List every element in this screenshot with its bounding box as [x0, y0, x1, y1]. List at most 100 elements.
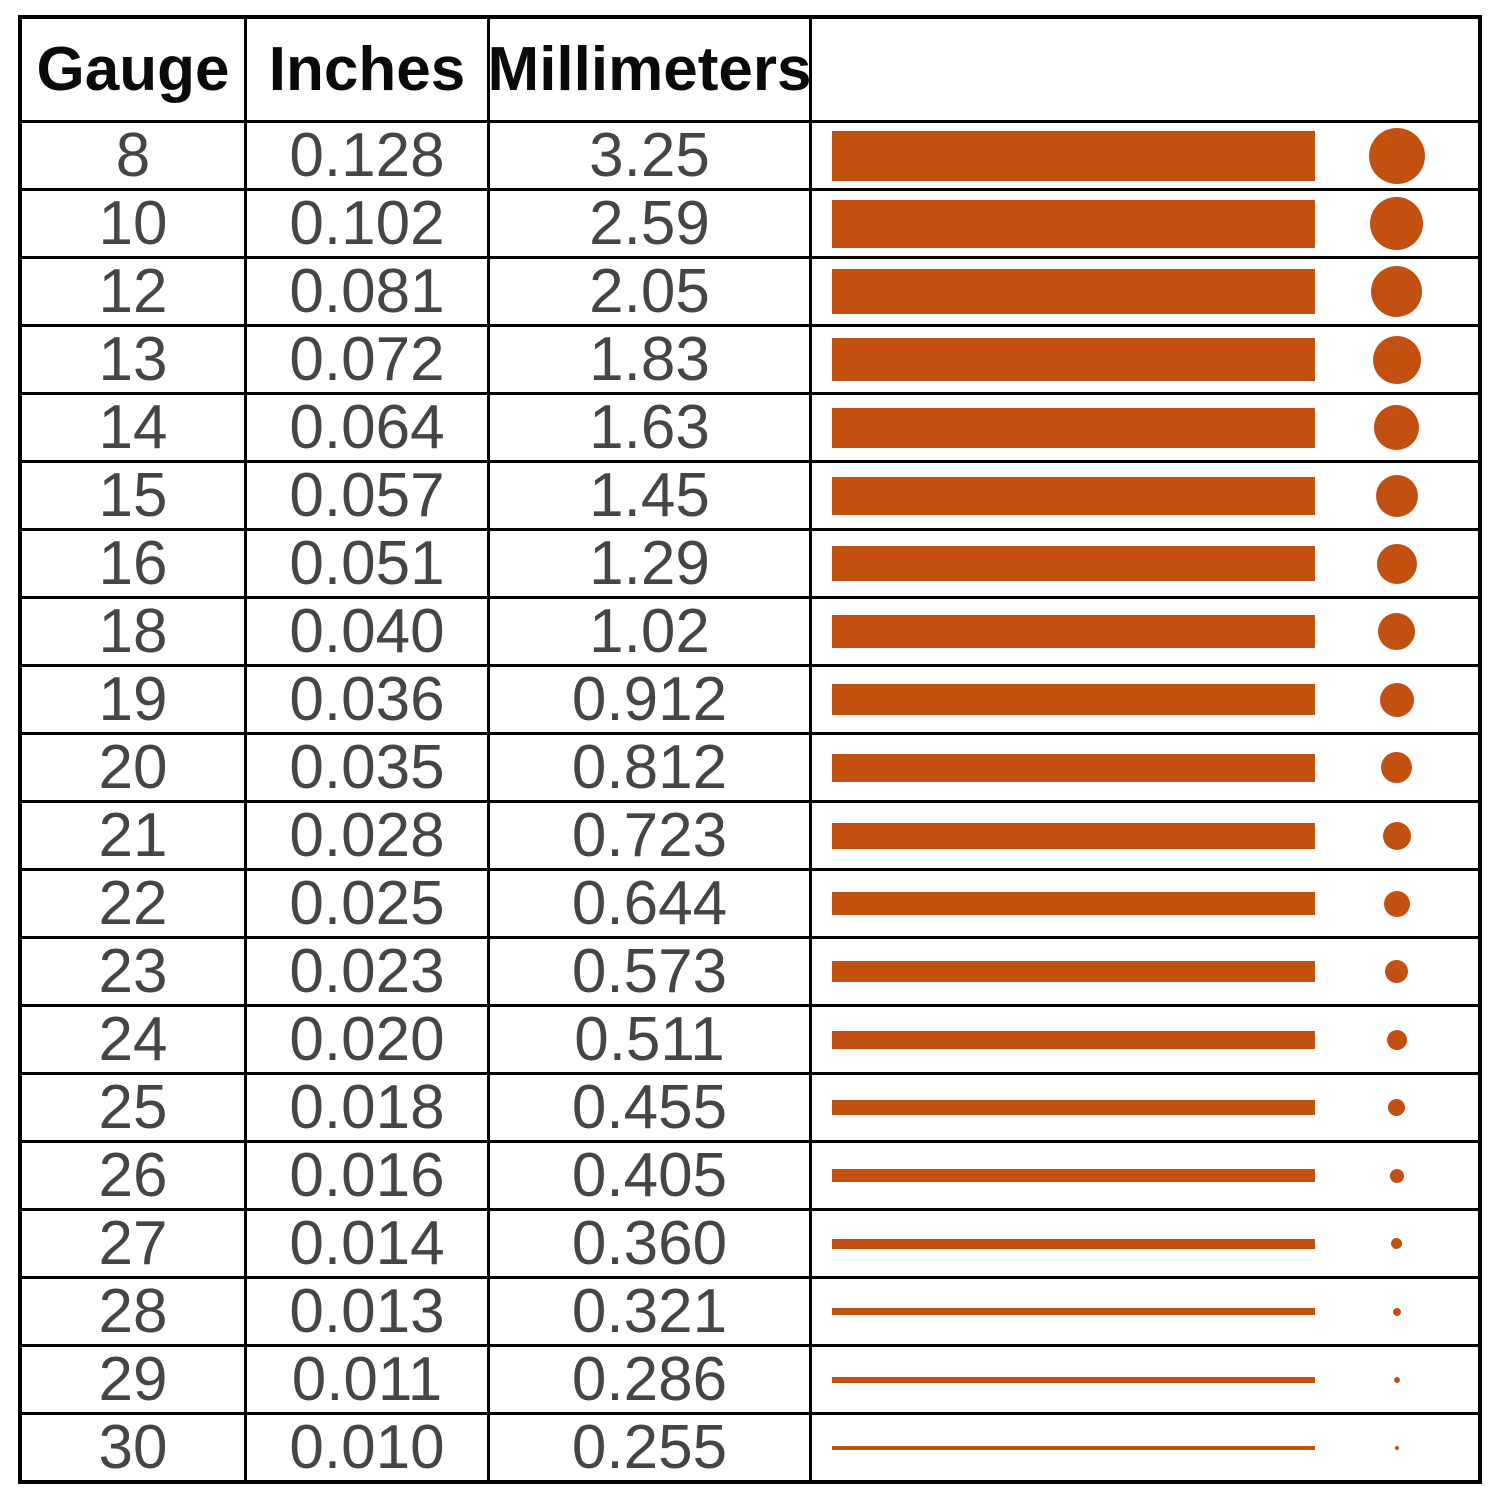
gauge-value: 27: [98, 1211, 168, 1276]
table-row: 23 0.023 0.573: [22, 936, 1478, 1004]
wire-dot-wrap: [1315, 735, 1478, 800]
table-row: 29 0.011 0.286: [22, 1344, 1478, 1412]
wire-diameter-dot: [1376, 543, 1417, 584]
table-row: 27 0.014 0.360: [22, 1208, 1478, 1276]
wire-visual-cell: [809, 939, 1478, 1004]
wire-visual-cell: [809, 599, 1478, 664]
wire-visual-cell: [809, 123, 1478, 188]
wire-diameter-dot: [1381, 752, 1412, 783]
gauge-value: 8: [115, 123, 151, 188]
wire-diameter-dot: [1379, 682, 1414, 717]
gauge-value: 24: [98, 1007, 168, 1072]
wire-diameter-dot: [1372, 335, 1421, 384]
table-row: 30 0.010 0.255: [22, 1412, 1478, 1480]
wire-dot-wrap: [1315, 871, 1478, 936]
wire-visual-cell: [809, 1075, 1478, 1140]
millimeters-value: 2.59: [487, 191, 809, 256]
wire-thickness-bar: [832, 546, 1315, 581]
table-row: 10 0.102 2.59: [22, 188, 1478, 256]
wire-thickness-bar: [832, 1376, 1315, 1383]
wire-diameter-dot: [1386, 1029, 1407, 1050]
wire-visual-cell: [809, 191, 1478, 256]
table-body: 8 0.128 3.25 10 0.102 2.59 12 0.081 2.05: [22, 120, 1478, 1480]
wire-visual-cell: [809, 1279, 1478, 1344]
wire-visual-cell: [809, 1415, 1478, 1480]
wire-thickness-bar: [832, 476, 1315, 515]
wire-dot-wrap: [1315, 1347, 1478, 1412]
gauge-value: 18: [98, 599, 168, 664]
gauge-value: 21: [98, 803, 168, 868]
gauge-value: 19: [98, 667, 168, 732]
table-row: 12 0.081 2.05: [22, 256, 1478, 324]
wire-diameter-dot: [1394, 1445, 1399, 1450]
millimeters-value: 1.29: [487, 531, 809, 596]
wire-thickness-bar: [832, 199, 1315, 248]
gauge-value: 30: [98, 1415, 168, 1480]
millimeters-value: 1.63: [487, 395, 809, 460]
wire-thickness-bar: [832, 892, 1315, 915]
wire-diameter-dot: [1385, 960, 1408, 983]
inches-value: 0.010: [244, 1415, 487, 1480]
wire-dot-wrap: [1315, 191, 1478, 256]
table-row: 18 0.040 1.02: [22, 596, 1478, 664]
table-row: 22 0.025 0.644: [22, 868, 1478, 936]
wire-thickness-bar: [832, 684, 1315, 715]
wire-dot-wrap: [1315, 259, 1478, 324]
table-row: 26 0.016 0.405: [22, 1140, 1478, 1208]
wire-visual-cell: [809, 259, 1478, 324]
gauge-value: 25: [98, 1075, 168, 1140]
inches-value: 0.057: [244, 463, 487, 528]
inches-value: 0.072: [244, 327, 487, 392]
wire-visual-cell: [809, 531, 1478, 596]
inches-value: 0.023: [244, 939, 487, 1004]
wire-dot-wrap: [1315, 123, 1478, 188]
inches-value: 0.014: [244, 1211, 487, 1276]
gauge-value: 13: [98, 327, 168, 392]
wire-diameter-dot: [1388, 1099, 1405, 1116]
gauge-value: 26: [98, 1143, 168, 1208]
wire-dot-wrap: [1315, 599, 1478, 664]
wire-diameter-dot: [1374, 405, 1419, 450]
wire-diameter-dot: [1368, 127, 1425, 184]
inches-value: 0.035: [244, 735, 487, 800]
wire-thickness-bar: [832, 1308, 1315, 1315]
wire-thickness-bar: [832, 961, 1315, 982]
wire-dot-wrap: [1315, 1007, 1478, 1072]
wire-dot-wrap: [1315, 1279, 1478, 1344]
header-millimeters: Millimeters: [487, 19, 809, 120]
millimeters-value: 0.511: [487, 1007, 809, 1072]
table-row: 24 0.020 0.511: [22, 1004, 1478, 1072]
millimeters-value: 0.912: [487, 667, 809, 732]
header-gauge: Gauge: [36, 35, 230, 104]
wire-visual-cell: [809, 327, 1478, 392]
wire-thickness-bar: [832, 338, 1315, 381]
inches-value: 0.018: [244, 1075, 487, 1140]
millimeters-value: 1.02: [487, 599, 809, 664]
inches-value: 0.016: [244, 1143, 487, 1208]
gauge-value: 29: [98, 1347, 168, 1412]
wire-thickness-bar: [832, 753, 1315, 782]
wire-dot-wrap: [1315, 531, 1478, 596]
table-row: 14 0.064 1.63: [22, 392, 1478, 460]
millimeters-value: 0.723: [487, 803, 809, 868]
wire-dot-wrap: [1315, 1143, 1478, 1208]
header-visual: [809, 19, 1478, 120]
inches-value: 0.013: [244, 1279, 487, 1344]
table-row: 21 0.028 0.723: [22, 800, 1478, 868]
wire-dot-wrap: [1315, 327, 1478, 392]
millimeters-value: 0.321: [487, 1279, 809, 1344]
wire-diameter-dot: [1393, 1376, 1400, 1383]
table-row: 15 0.057 1.45: [22, 460, 1478, 528]
header-row: Gauge Inches Millimeters: [22, 19, 1478, 120]
wire-thickness-bar: [832, 407, 1315, 448]
wire-thickness-bar: [832, 1100, 1315, 1115]
inches-value: 0.081: [244, 259, 487, 324]
table-row: 13 0.072 1.83: [22, 324, 1478, 392]
wire-visual-cell: [809, 395, 1478, 460]
wire-diameter-dot: [1382, 821, 1411, 850]
gauge-value: 15: [98, 463, 168, 528]
wire-visual-cell: [809, 1347, 1478, 1412]
wire-visual-cell: [809, 667, 1478, 732]
wire-dot-wrap: [1315, 1075, 1478, 1140]
